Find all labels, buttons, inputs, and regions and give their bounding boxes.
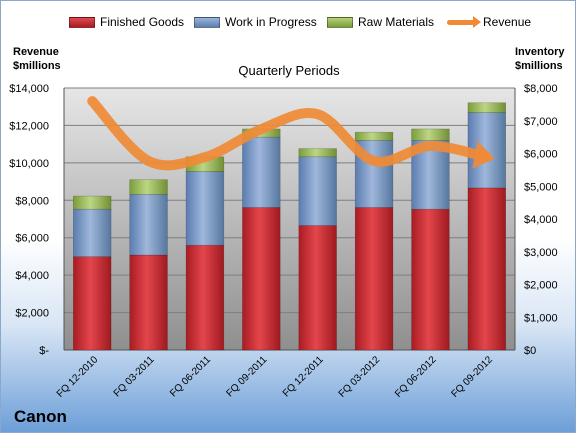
revenue-arrowhead [472,141,495,169]
left-tick-label: $14,000 [9,83,49,95]
bar-raw-materials [73,195,112,210]
legend-swatch-finished-goods [69,16,95,28]
right-axis-title: Inventory $millions [515,46,565,72]
bar-finished-goods [467,187,506,351]
x-tick-label: FQ 09-2011 [224,354,269,399]
left-tick-label: $12,000 [9,120,49,132]
bar-finished-goods [185,244,225,351]
legend-swatch-raw-materials [327,16,353,28]
legend-item-revenue: Revenue [447,15,531,29]
bar-work-in-progress [73,208,112,257]
right-tick-label: $4,000 [524,214,558,226]
x-tick-label: FQ 06-2012 [393,354,439,400]
right-tick-label: $8,000 [524,83,558,95]
legend-item-finished-goods: Finished Goods [69,15,184,29]
right-tick-label: $1,000 [524,312,558,324]
bar-raw-materials [129,179,168,195]
x-tick-label: FQ 12-2011 [281,354,326,399]
right-tick-label: $7,000 [524,116,558,128]
bar-finished-goods [298,225,337,351]
bar-raw-materials [354,131,394,141]
bar-finished-goods [73,256,112,351]
bar-finished-goods [129,254,168,351]
x-tick-label: FQ 09-2012 [449,354,495,400]
bar-work-in-progress [298,156,337,226]
legend-arrow-revenue [447,15,481,28]
right-tick-label: $0 [524,345,536,357]
x-tick-label: FQ 03-2012 [337,354,383,400]
legend: Finished Goods Work in Progress Raw Mate… [1,15,575,35]
revenue-line [87,96,492,171]
x-tick-label: FQ 12-2010 [55,354,101,400]
legend-label-work-in-progress: Work in Progress [225,15,317,29]
bar-work-in-progress [129,194,168,256]
chart-title: Quarterly Periods [238,63,340,78]
legend-label-finished-goods: Finished Goods [100,15,185,29]
right-tick-label: $6,000 [524,149,558,161]
bar-finished-goods [354,207,394,351]
x-tick-label: FQ 03-2011 [112,354,157,399]
left-tick-label: $8,000 [15,195,49,207]
bar-work-in-progress [242,136,281,208]
bar-finished-goods [411,208,450,351]
bar-raw-materials [411,128,450,141]
right-tick-label: $3,000 [524,247,558,259]
company-name: Canon [14,407,67,426]
left-tick-label: $10,000 [9,158,49,170]
x-tick-label: FQ 06-2011 [168,354,213,399]
legend-label-raw-materials: Raw Materials [358,15,435,29]
left-axis-title: Revenue $millions [13,46,61,72]
legend-swatch-work-in-progress [194,16,220,28]
bar-raw-materials [298,148,337,158]
bar-finished-goods [242,207,281,351]
right-tick-label: $2,000 [524,280,558,292]
bar-work-in-progress [185,171,225,246]
left-tick-label: $4,000 [15,270,49,282]
left-tick-label: $- [39,345,49,357]
legend-item-raw-materials: Raw Materials [327,15,434,29]
bar-raw-materials [467,102,506,113]
legend-label-revenue: Revenue [483,15,532,29]
left-tick-label: $6,000 [15,233,49,245]
right-tick-label: $5,000 [524,181,558,193]
legend-item-work-in-progress: Work in Progress [194,15,317,29]
left-tick-label: $2,000 [15,308,49,320]
